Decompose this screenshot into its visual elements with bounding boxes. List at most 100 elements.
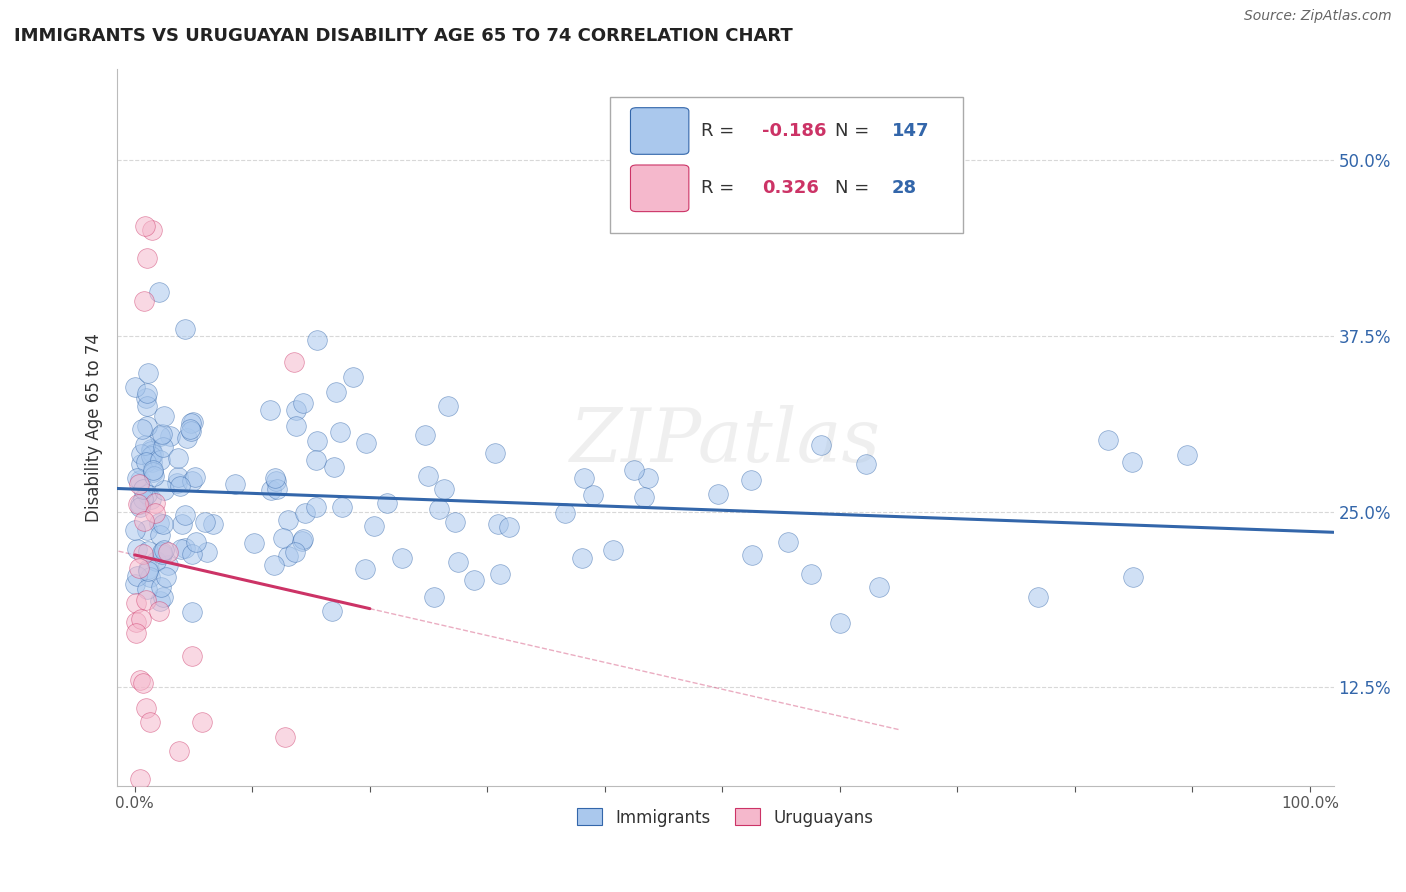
Point <box>127 497 149 511</box>
Point <box>149 452 172 467</box>
Point <box>284 545 307 559</box>
Point <box>152 516 174 531</box>
Point <box>291 396 314 410</box>
Point <box>129 612 152 626</box>
FancyBboxPatch shape <box>630 165 689 211</box>
Point <box>330 500 353 514</box>
Point <box>135 419 157 434</box>
Text: N =: N = <box>835 122 869 140</box>
Point <box>167 744 190 758</box>
Point <box>132 491 155 506</box>
Point <box>179 422 201 436</box>
Point <box>131 422 153 436</box>
Point <box>184 469 207 483</box>
Point <box>181 648 204 663</box>
Point <box>307 333 329 347</box>
Point <box>180 416 202 430</box>
Point <box>271 531 294 545</box>
Point <box>174 541 197 556</box>
Point <box>149 580 172 594</box>
Point <box>224 476 246 491</box>
Point <box>1121 455 1143 469</box>
Point <box>132 514 155 528</box>
Point <box>139 443 162 458</box>
Point <box>484 446 506 460</box>
Point <box>354 562 377 576</box>
Point <box>148 285 170 300</box>
Point <box>148 516 170 530</box>
Point <box>141 455 163 469</box>
Point <box>135 400 157 414</box>
Point <box>129 772 152 786</box>
Point <box>149 428 172 442</box>
Legend: Immigrants, Uruguayans: Immigrants, Uruguayans <box>568 800 882 835</box>
Point <box>131 547 153 561</box>
Point <box>143 496 166 510</box>
Point <box>142 447 165 461</box>
Point <box>800 566 823 581</box>
Text: ZIPatlas: ZIPatlas <box>569 405 880 478</box>
Point <box>572 470 595 484</box>
Point <box>136 582 159 596</box>
Point <box>582 488 605 502</box>
Point <box>202 516 225 531</box>
Point <box>276 549 298 564</box>
Point <box>486 516 509 531</box>
Point <box>135 454 157 468</box>
Point <box>134 293 156 308</box>
Point <box>149 594 172 608</box>
Point <box>128 561 150 575</box>
Point <box>307 434 329 449</box>
Text: R =: R = <box>702 179 734 197</box>
Point <box>132 482 155 496</box>
Point <box>128 497 150 511</box>
Point <box>135 391 157 405</box>
Point <box>124 524 146 538</box>
Point <box>124 577 146 591</box>
Point <box>830 615 852 630</box>
Point <box>136 544 159 558</box>
Point <box>124 615 146 630</box>
Point <box>134 219 156 233</box>
Point <box>447 555 470 569</box>
Point <box>363 518 385 533</box>
Point <box>131 676 153 690</box>
Point <box>304 500 326 515</box>
Point <box>148 528 170 542</box>
Point <box>1175 448 1198 462</box>
Point <box>1097 433 1119 447</box>
Point <box>294 506 316 520</box>
Text: R =: R = <box>702 122 734 140</box>
Point <box>152 483 174 498</box>
Point <box>170 516 193 531</box>
Point <box>263 558 285 572</box>
Point <box>169 479 191 493</box>
Point <box>134 438 156 452</box>
Point <box>266 482 288 496</box>
Point <box>148 604 170 618</box>
Point <box>155 569 177 583</box>
Point <box>141 223 163 237</box>
Point <box>136 385 159 400</box>
Point <box>322 459 344 474</box>
Point <box>266 474 288 488</box>
Point <box>285 403 308 417</box>
Point <box>138 570 160 584</box>
Point <box>152 409 174 423</box>
Point <box>139 442 162 456</box>
Point <box>778 535 800 549</box>
Point <box>174 508 197 523</box>
Point <box>277 513 299 527</box>
Point <box>135 523 157 537</box>
Point <box>273 730 295 744</box>
Point <box>142 465 165 479</box>
Point <box>138 367 160 381</box>
Point <box>152 590 174 604</box>
Point <box>194 515 217 529</box>
Point <box>259 403 281 417</box>
Text: 0.326: 0.326 <box>762 179 818 197</box>
Point <box>489 566 512 581</box>
Text: 147: 147 <box>891 122 929 140</box>
Point <box>152 545 174 559</box>
Point <box>138 562 160 576</box>
